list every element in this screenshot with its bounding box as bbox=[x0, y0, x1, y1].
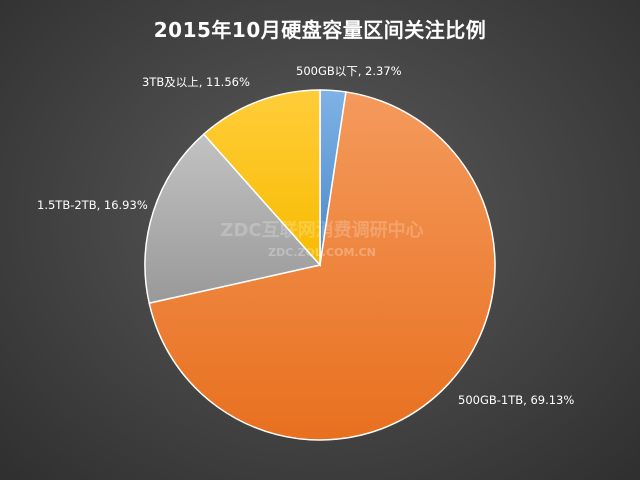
slice-label-2: 500GB-1TB, 69.13% bbox=[458, 393, 574, 407]
slice-label-3: 1.5TB-2TB, 16.93% bbox=[37, 198, 148, 212]
pie-slice-4 bbox=[202, 89, 321, 267]
pie-slice-3 bbox=[144, 133, 322, 304]
pie-labels: 500GB以下, 2.37% 500GB-1TB, 69.13% 1.5TB-2TB… bbox=[37, 64, 574, 407]
pie-slice-2 bbox=[148, 91, 496, 441]
slice-label-4: 3TB及以上, 11.56% bbox=[142, 75, 250, 89]
chart-title: 2015年10月硬盘容量区间关注比例 bbox=[153, 18, 487, 42]
pie-slices bbox=[144, 89, 496, 441]
slice-label-1: 500GB以下, 2.37% bbox=[296, 64, 402, 78]
